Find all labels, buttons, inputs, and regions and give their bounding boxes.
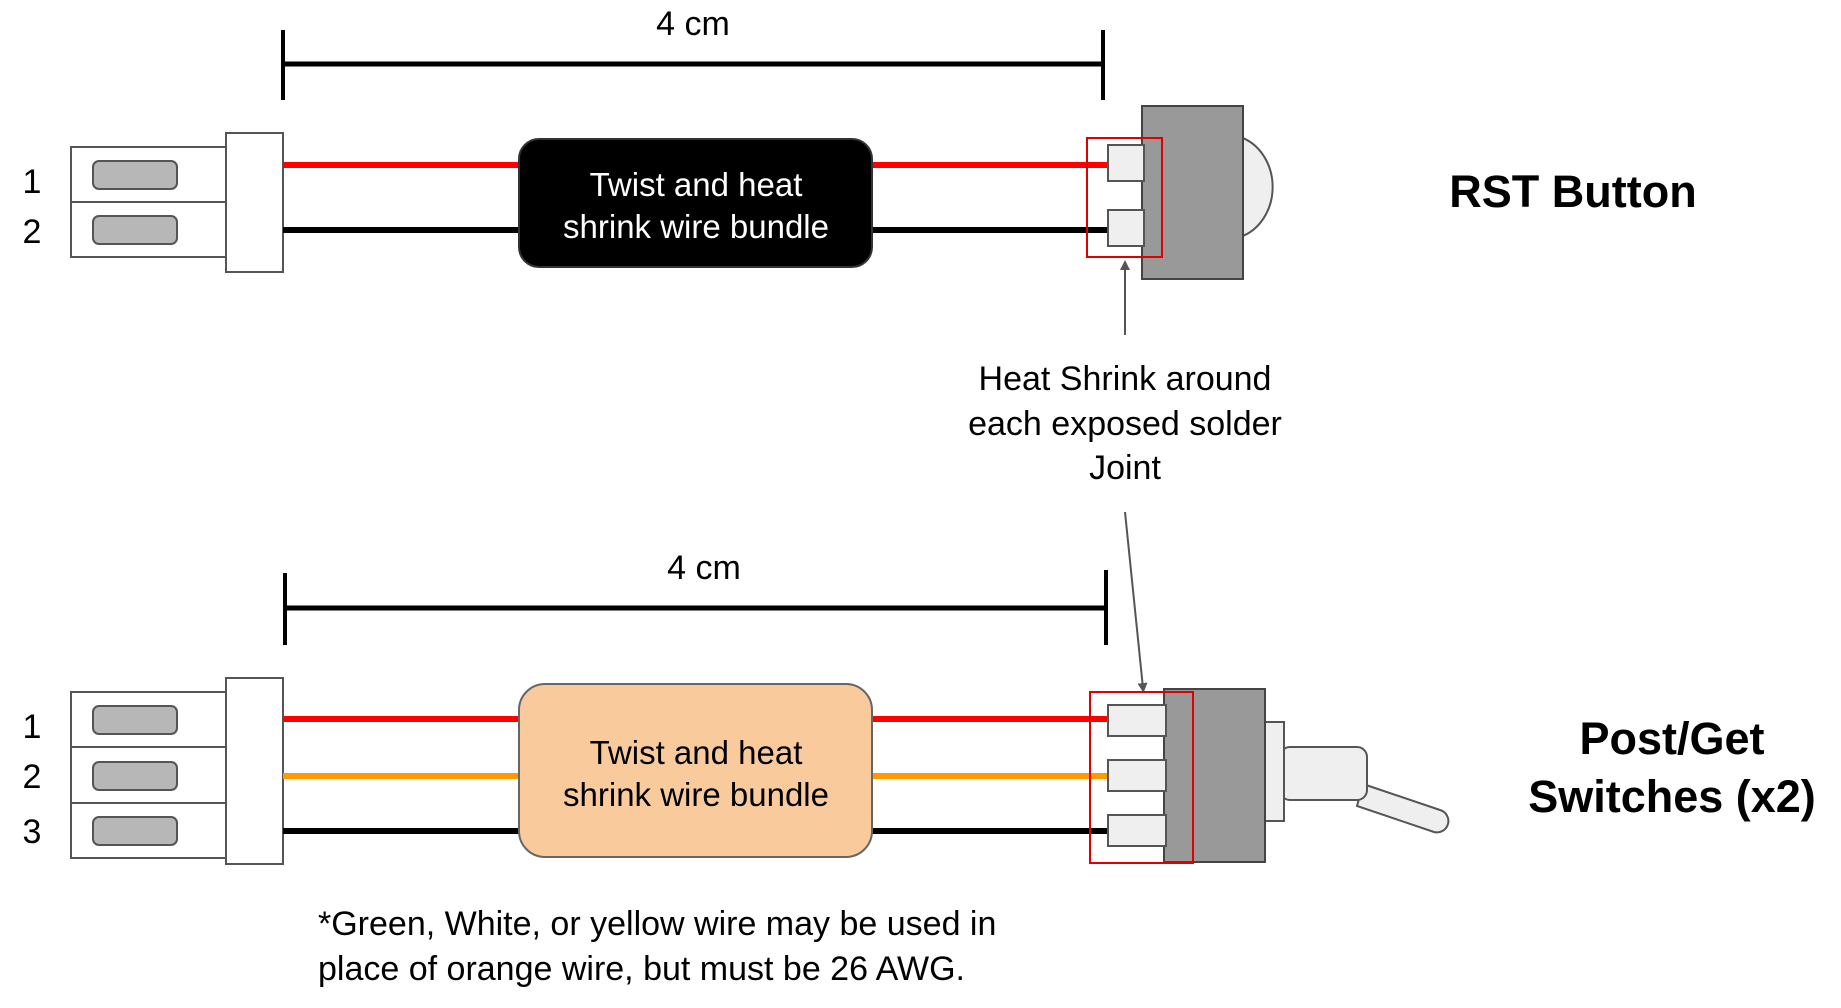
toggle-switch-component	[1107, 688, 1450, 863]
footnote-line-1: *Green, White, or yellow wire may be use…	[318, 905, 996, 943]
top-connector	[70, 132, 284, 273]
bottom-dimension-label: 4 cm	[667, 549, 741, 587]
callout-line-1: Heat Shrink around	[979, 360, 1272, 398]
bottom-heat-shrink-bundle	[518, 683, 873, 858]
top-bundle-label-line-1: Twist and heat	[590, 166, 803, 203]
top-heat-shrink-bundle	[518, 138, 873, 268]
rst-button-component	[1107, 105, 1274, 280]
bottom-solder-highlight-box	[1089, 691, 1194, 864]
callout-line-3: Joint	[1089, 449, 1161, 487]
heat-shrink-callout: Heat Shrink around each exposed solder J…	[968, 260, 1282, 693]
top-solder-highlight-box	[1086, 137, 1163, 258]
top-pin-2-label: 2	[23, 213, 42, 251]
top-bundle-label-line-2: shrink wire bundle	[563, 208, 829, 245]
bottom-diagram: 4 cm 1 2 3 Twist and heat shrink wire bu…	[23, 549, 1816, 865]
footnote: *Green, White, or yellow wire may be use…	[318, 905, 996, 988]
rst-button-title: RST Button	[1449, 166, 1696, 217]
footnote-line-2: place of orange wire, but must be 26 AWG…	[318, 950, 965, 988]
top-diagram: 4 cm 1 2 Twist and heat shrink wire bund…	[23, 5, 1697, 280]
bottom-pin-1-label: 1	[23, 708, 42, 746]
top-dimension-label: 4 cm	[656, 5, 730, 43]
bottom-bundle-label-line-1: Twist and heat	[590, 734, 803, 771]
bottom-connector	[70, 677, 284, 865]
callout-line-2: each exposed solder	[968, 405, 1282, 443]
bottom-pin-2-label: 2	[23, 758, 42, 796]
top-pin-1-label: 1	[23, 163, 42, 201]
bottom-dimension-line	[283, 570, 1108, 645]
switches-title-line-1: Post/Get	[1579, 713, 1764, 764]
top-dimension-line	[281, 30, 1105, 100]
switches-title-line-2: Switches (x2)	[1528, 771, 1816, 822]
bottom-pin-3-label: 3	[23, 813, 42, 851]
bottom-bundle-label-line-2: shrink wire bundle	[563, 776, 829, 813]
